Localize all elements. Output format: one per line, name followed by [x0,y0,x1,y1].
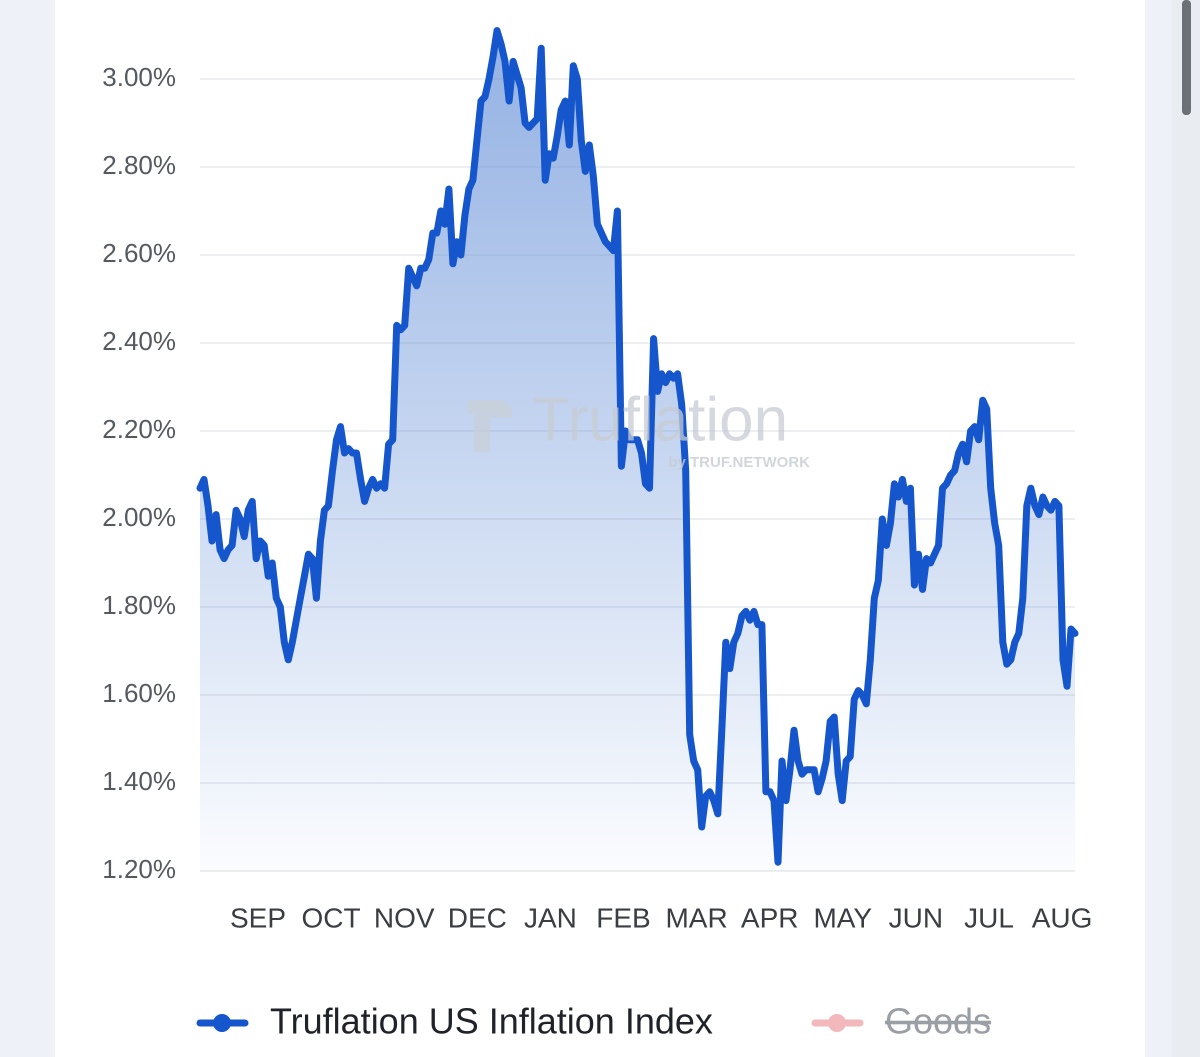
x-tick-label: JUN [889,902,943,933]
legend-swatch-dot[interactable] [213,1014,231,1032]
x-tick-label: FEB [596,902,650,933]
x-tick-label: DEC [448,902,507,933]
x-tick-label: MAY [813,902,872,933]
x-tick-label: MAR [665,902,727,933]
y-tick-label: 1.80% [102,590,176,620]
y-tick-label: 2.20% [102,414,176,444]
y-tick-label: 1.60% [102,678,176,708]
line [196,27,1079,866]
y-tick-label: 2.40% [102,326,176,356]
x-tick-label: JAN [524,902,577,933]
watermark: Truflation by TRUF.NETWORK [468,385,810,471]
legend-label[interactable]: Truflation US Inflation Index [270,1001,713,1042]
watermark-byline: by TRUF.NETWORK [668,454,810,471]
y-tick-label: 2.80% [102,150,176,180]
axes: 1.20% 1.40% 1.60% 1.80% 2.00% 2.20% 2.40% 2.60%… [102,0,1092,933]
y-tick-label: 3.20% [102,0,176,4]
x-tick-label: OCT [302,902,361,933]
y-tick-label: 2.60% [102,238,176,268]
legend: Truflation US Inflation Index Goods [196,1001,991,1042]
x-tick-label: SEP [230,902,286,933]
scrollbar-track [1172,0,1200,1057]
y-tick-label: 1.20% [102,854,176,884]
watermark-brand: Truflation [532,385,788,454]
scrollbar-thumb[interactable] [1182,0,1191,115]
y-tick-label: 3.00% [102,62,176,92]
x-tick-label: APR [741,902,799,933]
x-tick-label: NOV [374,902,435,933]
y-tick-label: 1.40% [102,766,176,796]
watermark-logo [468,400,512,452]
x-tick-label: JUL [964,902,1014,933]
y-tick-label: 2.00% [102,502,176,532]
plot-area [196,27,1079,872]
x-tick-label: AUG [1032,902,1093,933]
legend-label[interactable]: Goods [885,1001,991,1042]
legend-swatch-dot[interactable] [828,1014,846,1032]
